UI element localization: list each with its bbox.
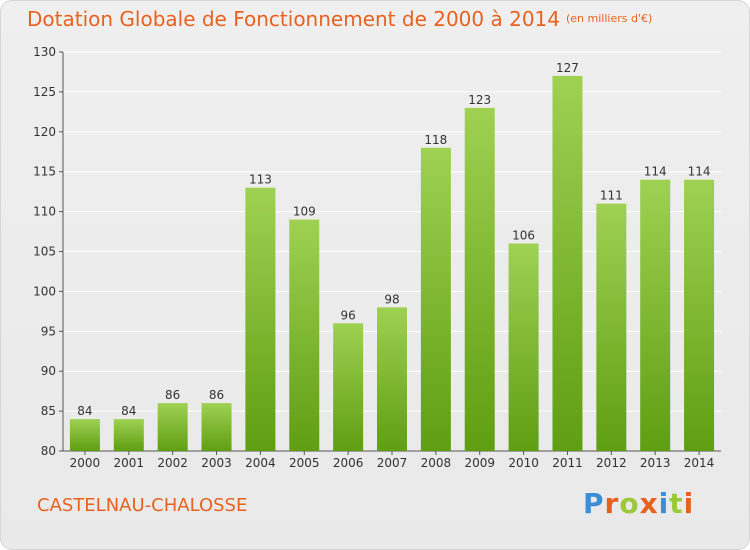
y-tick-label: 100: [33, 284, 56, 298]
y-tick-label: 130: [33, 45, 56, 59]
value-label-2006: 96: [340, 308, 355, 322]
x-tick-label-2000: 2000: [70, 456, 101, 470]
value-label-2013: 114: [644, 165, 667, 179]
logo-letter: t: [669, 487, 684, 520]
value-label-2000: 84: [77, 404, 92, 418]
chart-title: Dotation Globale de Fonctionnement de 20…: [27, 7, 652, 31]
y-tick-label: 80: [41, 444, 56, 458]
bar-2000: [69, 419, 100, 451]
value-label-2004: 113: [249, 173, 272, 187]
x-tick-label-2006: 2006: [333, 456, 364, 470]
value-label-2001: 84: [121, 404, 136, 418]
bar-2013: [640, 179, 671, 451]
value-label-2012: 111: [600, 189, 623, 203]
bar-2008: [420, 147, 451, 451]
logo-letter: i: [683, 487, 695, 520]
bar-2003: [201, 403, 232, 451]
x-tick-label-2007: 2007: [377, 456, 408, 470]
bar-2014: [684, 179, 715, 451]
bar-2009: [464, 107, 495, 452]
chart-title-text: Dotation Globale de Fonctionnement de 20…: [27, 7, 560, 31]
logo-letter: P: [583, 487, 605, 520]
bar-2004: [245, 187, 276, 451]
x-tick-label-2002: 2002: [157, 456, 188, 470]
value-labels: 84 84 86 86 113 109 96 98 118 123 106 127 111 114 114: [77, 61, 710, 418]
logo-letter: x: [639, 487, 659, 520]
logo-letter: i: [658, 487, 670, 520]
x-tick-label-2003: 2003: [201, 456, 232, 470]
bar-2006: [333, 323, 364, 451]
bar-2005: [289, 219, 320, 451]
x-tick-label-2005: 2005: [289, 456, 320, 470]
value-label-2008: 118: [424, 133, 447, 147]
y-tick-label: 110: [33, 205, 56, 219]
y-tick-label: 85: [41, 404, 56, 418]
x-tick-labels: 2000 2001 2002 2003 2004 2005 2006 2007 2008 2009…: [70, 451, 715, 470]
bar-2010: [508, 243, 539, 451]
chart-subtitle: (en milliers d'€): [566, 12, 653, 25]
bar-2007: [377, 307, 407, 451]
value-label-2010: 106: [512, 229, 535, 243]
x-tick-label-2012: 2012: [596, 456, 627, 470]
bar-2011: [552, 75, 583, 451]
logo-letter: o: [619, 487, 640, 520]
logo-letter: r: [604, 487, 620, 520]
x-tick-label-2011: 2011: [552, 456, 583, 470]
value-label-2014: 114: [688, 165, 711, 179]
value-label-2009: 123: [468, 93, 491, 107]
value-label-2011: 127: [556, 61, 579, 75]
y-tick-label: 95: [41, 324, 56, 338]
value-label-2005: 109: [293, 205, 316, 219]
value-label-2007: 98: [384, 292, 399, 306]
x-tick-label-2008: 2008: [421, 456, 452, 470]
bar-2012: [596, 203, 627, 451]
y-tick-label: 120: [33, 125, 56, 139]
value-label-2002: 86: [165, 388, 180, 402]
x-tick-label-2013: 2013: [640, 456, 671, 470]
value-label-2003: 86: [209, 388, 224, 402]
x-tick-label-2014: 2014: [684, 456, 715, 470]
bar-2002: [157, 403, 188, 451]
y-tick-label: 115: [33, 165, 56, 179]
x-tick-label-2009: 2009: [464, 456, 495, 470]
proxiti-logo: Proxiti: [583, 487, 694, 520]
y-tick-labels: 80 85 90 95 100 105 110 115 120 125 130: [33, 45, 56, 458]
y-tick-label: 125: [33, 85, 56, 99]
bar-2001: [113, 419, 144, 451]
bars: [69, 75, 715, 452]
x-tick-label-2004: 2004: [245, 456, 276, 470]
x-tick-label-2001: 2001: [114, 456, 145, 470]
y-tick-label: 90: [41, 364, 56, 378]
y-tick-label: 105: [33, 245, 56, 259]
x-tick-label-2010: 2010: [508, 456, 539, 470]
city-name: CASTELNAU-CHALOSSE: [37, 495, 248, 516]
